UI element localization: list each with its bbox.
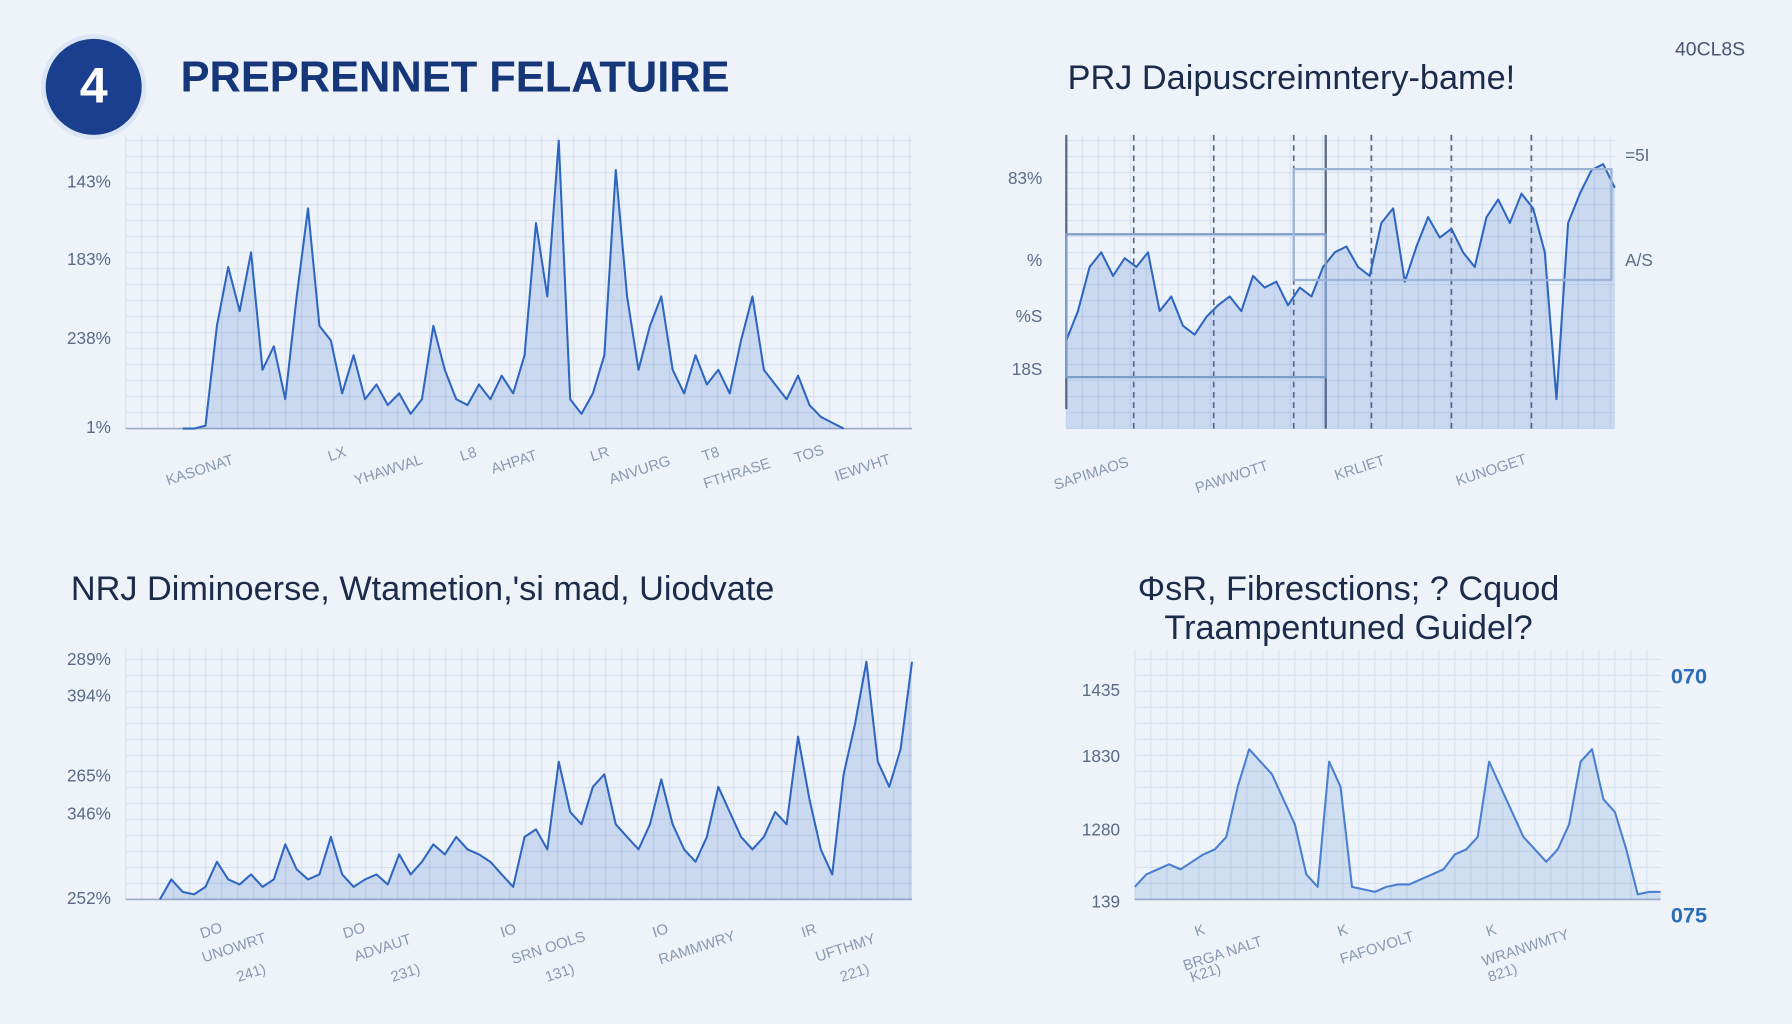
badge (41, 34, 147, 140)
series-line (1134, 748, 1661, 896)
y-tick-label: 1280 (1082, 819, 1120, 839)
chart: 143%183%238%1%KASONAT LX YHAWVAL L8 AHPAT LRA… (67, 134, 912, 493)
box (1065, 233, 1327, 379)
y-tick-label: 143% (67, 171, 111, 191)
badge-number: 4 (80, 56, 108, 113)
y2-tick-label: A/S (1625, 250, 1653, 270)
corner-label: 40CL8S (1675, 38, 1745, 60)
x-tick-label: LX (326, 444, 348, 465)
y2-tick-label: =5I (1625, 145, 1649, 165)
y-tick-label: 139 (1091, 891, 1120, 911)
y-tick-label: 183% (67, 249, 111, 269)
x-tick-label: IO (499, 921, 519, 941)
x-tick-label: DO (341, 920, 367, 942)
decorations (1065, 168, 1613, 379)
area-fill (1066, 164, 1615, 429)
x-tick-label: K (1336, 922, 1350, 940)
series-line (158, 660, 914, 900)
y-tick-label: 252% (67, 888, 111, 908)
chart-title: Traampentuned Guidel? (1164, 609, 1532, 647)
y-tick-label: 289% (67, 649, 111, 669)
x-tick-label: LR (588, 444, 611, 465)
y-tick-label: 1830 (1082, 746, 1120, 766)
y-tick-label: 18S (1012, 359, 1042, 379)
x-tick-label: K (1193, 922, 1207, 940)
area-fill (159, 661, 912, 900)
chart-title: PRJ Daipuscreimntery-bame! (1068, 59, 1516, 97)
series-line (1065, 163, 1616, 401)
y-tick-label: 265% (67, 766, 111, 786)
y-tick-label: 394% (67, 686, 111, 706)
x-tick-label: L8 (458, 445, 479, 465)
y-tick-label: 83% (1008, 168, 1042, 188)
page-title: PREPRENNET FELATUIRE (181, 53, 730, 101)
y-tick-label: 346% (67, 803, 111, 823)
y-tick-label: 238% (67, 328, 111, 348)
x-tick-label: DO (198, 920, 224, 942)
chart-title: NRJ Diminoerse, Wtametion,'si mad, Uiodv… (71, 570, 774, 608)
series-line (182, 139, 845, 430)
box (1292, 168, 1613, 282)
y-tick-label: %S (1016, 306, 1043, 326)
y-tick-label: 1% (86, 417, 111, 437)
y-tick-label: 1435 (1082, 680, 1120, 700)
y2-tick-label: 070 (1671, 663, 1707, 688)
x-tick-label: IR (800, 921, 819, 941)
chart-title: ΦsR, Fibresctions; ? Cquod (1138, 570, 1560, 608)
x-tick-label: IO (651, 921, 671, 941)
x-tick-label: K (1484, 922, 1498, 940)
x-tick-label: T8 (700, 444, 721, 465)
area-fill (1134, 749, 1661, 900)
y2-tick-label: 075 (1671, 902, 1707, 927)
y-tick-label: % (1027, 250, 1042, 270)
